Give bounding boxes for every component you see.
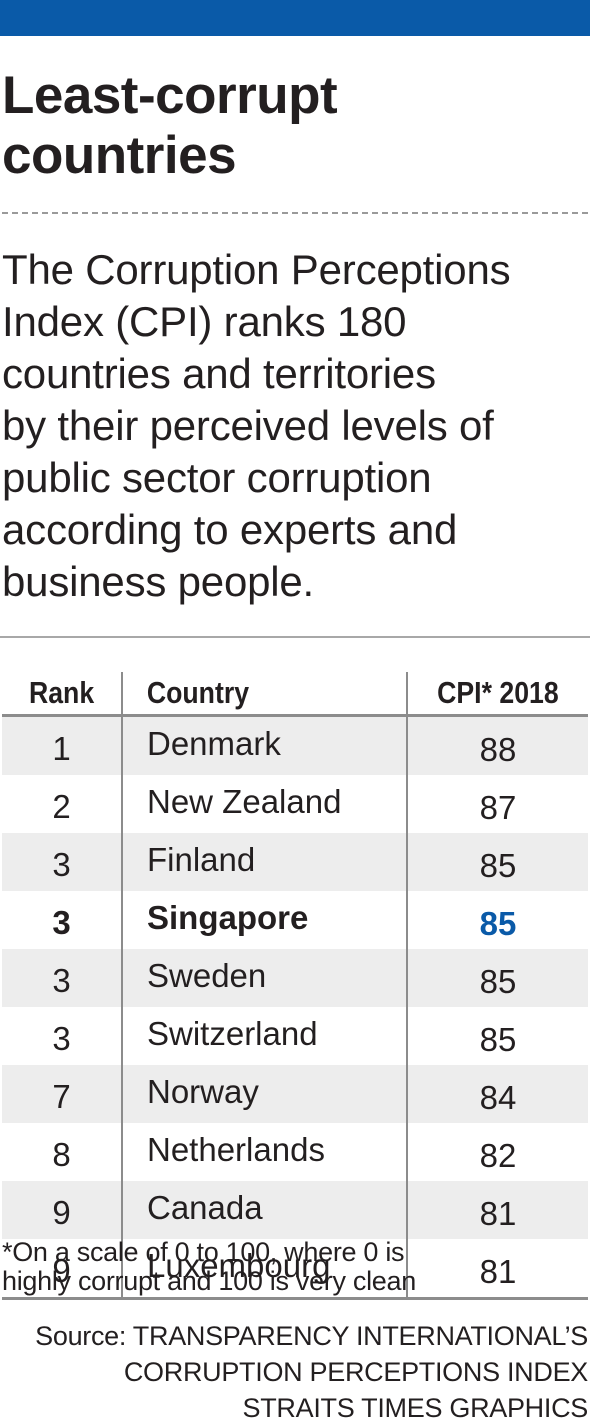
rank-cell: 3 [2,833,122,891]
table-row: 9 Luxembourg 81 [2,1239,588,1300]
dashed-divider [2,212,588,214]
cpi-score-cell: 87 [406,775,588,833]
table-row-highlighted: 3 Singapore 85 [2,891,588,949]
cpi-score-cell: 85 [406,1007,588,1065]
table-row: 3 Finland 85 [2,833,588,891]
footnote-line: *On a scale of 0 to 100, where 0 is [2,1237,405,1267]
rank-cell: 2 [2,775,122,833]
footnote-line: highly corrupt and 100 is very clean [2,1266,416,1296]
table-row: 1 Denmark 88 [2,715,588,775]
column-header-country: Country [124,672,371,717]
intro-line: Index (CPI) ranks 180 [2,298,407,345]
title-line: Least-corrupt [2,66,338,125]
rank-cell: 8 [2,1123,122,1181]
rank-cell: 3 [2,949,122,1007]
rank-cell: 1 [2,715,122,775]
top-accent-bar [0,0,590,36]
table-row: 2 New Zealand 87 [2,775,588,833]
intro-line: countries and territories [2,350,436,397]
rank-cell: 9 [2,1239,122,1300]
country-cell: Denmark [121,715,407,775]
cpi-score-cell: 88 [406,715,588,775]
country-cell: Canada [121,1181,407,1239]
rank-cell: 3 [2,1007,122,1065]
country-cell: Finland [121,833,407,891]
intro-line: according to experts and [2,506,458,553]
country-cell: Norway [121,1065,407,1123]
source-line: STRAITS TIMES GRAPHICS [242,1393,589,1423]
graphic-title: Least-corrupt countries [2,66,588,186]
table-row: 3 Switzerland 85 [2,1007,588,1065]
cpi-score-cell: 85 [406,891,588,949]
rank-cell: 9 [2,1181,122,1239]
source-credit: Source: TRANSPARENCY INTERNATIONAL’S COR… [0,1318,588,1426]
footnote: *On a scale of 0 to 100, where 0 is high… [2,1238,590,1296]
cpi-score-cell: 85 [406,833,588,891]
table-row: 8 Netherlands 82 [2,1123,588,1181]
column-header-rank: Rank [10,672,114,717]
rank-cell: 3 [2,891,122,949]
table-row: 7 Norway 84 [2,1065,588,1123]
cpi-score-cell: 85 [406,949,588,1007]
country-cell: New Zealand [121,775,407,833]
intro-line: The Corruption Perceptions [2,246,511,293]
country-cell: Netherlands [121,1123,407,1181]
table-row: 3 Sweden 85 [2,949,588,1007]
cpi-score-cell: 81 [406,1181,588,1239]
cpi-score-cell: 82 [406,1123,588,1181]
source-line: CORRUPTION PERCEPTIONS INDEX [123,1357,588,1387]
column-header-cpi: CPI* 2018 [418,672,576,717]
country-cell: Switzerland [121,1007,407,1065]
table-header-row: Rank Country CPI* 2018 [2,672,588,717]
country-cell: Sweden [121,949,407,1007]
intro-text: The Corruption Perceptions Index (CPI) r… [2,244,590,608]
country-cell: Singapore [121,891,407,949]
cpi-score-cell: 81 [406,1239,588,1300]
intro-line: business people. [2,558,315,605]
cpi-score-cell: 84 [406,1065,588,1123]
intro-line: public sector corruption [2,454,432,501]
rank-cell: 7 [2,1065,122,1123]
country-cell: Luxembourg [121,1239,407,1300]
intro-line: by their perceived levels of [2,402,494,449]
source-line: Source: TRANSPARENCY INTERNATIONAL’S [35,1321,588,1351]
cpi-ranking-table: Rank Country CPI* 2018 1 Denmark 88 2 Ne… [2,672,588,1300]
table-top-rule [0,636,590,638]
title-line: countries [2,126,237,185]
table-row: 9 Canada 81 [2,1181,588,1239]
